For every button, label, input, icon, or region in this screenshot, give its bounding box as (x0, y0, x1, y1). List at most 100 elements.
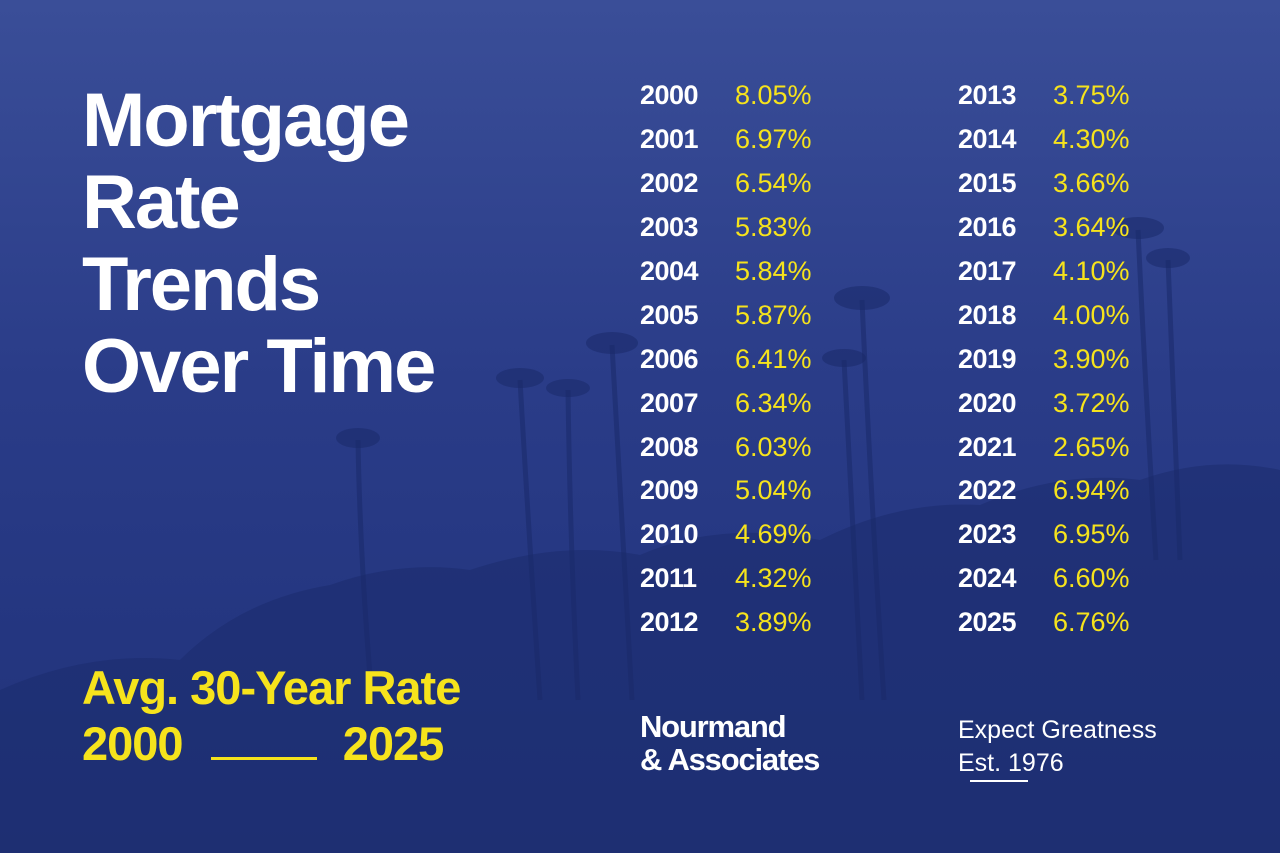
rate-year: 2017 (958, 256, 1017, 286)
rate-value: 6.03% (735, 431, 812, 462)
subtitle-label: Avg. 30-Year Rate (82, 661, 461, 714)
rate-value: 4.10% (1053, 256, 1130, 286)
established-year: Est. 1976 (958, 749, 1064, 777)
rate-value: 5.83% (735, 212, 812, 243)
rate-row: 2001 6.97% (640, 118, 880, 162)
rate-year: 2001 (640, 124, 699, 155)
rates-column-left: 2000 8.05% 2001 6.97% 2002 6.54% 2003 5.83% … (640, 74, 880, 645)
rate-row: 2003 5.83% (640, 206, 880, 250)
tagline-text: Expect Greatness (958, 716, 1157, 744)
rate-year: 2023 (958, 519, 1017, 550)
title-line: Over Time (82, 324, 436, 409)
rate-value: 5.04% (735, 475, 812, 506)
rate-value: 6.60% (1053, 563, 1130, 594)
rate-value: 3.66% (1053, 168, 1130, 199)
rate-row: 2008 6.03% (640, 425, 880, 469)
rate-value: 4.30% (1053, 124, 1130, 155)
rate-value: 3.89% (735, 607, 812, 638)
rate-value: 4.00% (1053, 299, 1130, 330)
rate-value: 5.84% (735, 256, 812, 286)
rate-row: 2015 3.66% (958, 162, 1198, 206)
rate-row: 2002 6.54% (640, 162, 880, 206)
rate-year: 2024 (958, 563, 1017, 594)
rate-row: 2005 5.87% (640, 293, 880, 337)
title-line: Rate (82, 160, 241, 245)
rate-year: 2025 (958, 607, 1017, 638)
rate-value: 6.95% (1053, 519, 1130, 550)
rate-row: 2023 6.95% (958, 513, 1198, 557)
tagline-divider (970, 780, 1028, 782)
rate-row: 2014 4.30% (958, 118, 1198, 162)
rate-year: 2015 (958, 168, 1017, 199)
rate-row: 2018 4.00% (958, 293, 1198, 337)
rate-value: 6.97% (735, 124, 812, 155)
rate-row: 2016 3.64% (958, 206, 1198, 250)
rate-row: 2020 3.72% (958, 381, 1198, 425)
rate-year: 2006 (640, 343, 699, 374)
rate-row: 2022 6.94% (958, 469, 1198, 513)
range-start-year: 2000 (82, 717, 184, 770)
rate-value: 6.41% (735, 343, 812, 374)
rate-year: 2020 (958, 387, 1017, 418)
rate-value: 3.90% (1053, 343, 1130, 374)
brand-name: Nourmand (640, 709, 787, 744)
rate-value: 6.76% (1053, 607, 1130, 638)
rate-row: 2009 5.04% (640, 469, 880, 513)
rate-year: 2008 (640, 431, 699, 462)
rate-value: 4.32% (735, 563, 812, 594)
rate-value: 8.05% (735, 80, 812, 111)
rate-row: 2012 3.89% (640, 601, 880, 645)
rate-value: 3.72% (1053, 387, 1130, 418)
rate-year: 2003 (640, 212, 699, 243)
rate-year: 2019 (958, 343, 1017, 374)
rate-value: 2.65% (1053, 431, 1130, 462)
rate-value: 4.69% (735, 519, 812, 550)
rate-year: 2013 (958, 80, 1017, 111)
rate-year: 2007 (640, 387, 699, 418)
rate-year: 2010 (640, 519, 699, 550)
rate-year: 2021 (958, 431, 1017, 462)
rate-value: 6.34% (735, 387, 812, 418)
rate-year: 2016 (958, 212, 1017, 243)
rate-year: 2004 (640, 256, 699, 286)
rate-value: 6.54% (735, 168, 812, 199)
tagline: Expect Greatness Est. 1976 (958, 714, 1157, 782)
title-line: Trends (82, 242, 321, 327)
rate-year: 2022 (958, 475, 1017, 506)
established-row: Est. 1976 (958, 747, 1157, 782)
rate-row: 2007 6.34% (640, 381, 880, 425)
rate-year: 2012 (640, 607, 699, 638)
rate-row: 2019 3.90% (958, 337, 1198, 381)
brand-suffix: & Associates (640, 742, 820, 777)
rate-year: 2018 (958, 299, 1017, 330)
rate-row: 2013 3.75% (958, 74, 1198, 118)
rate-row: 2000 8.05% (640, 74, 880, 118)
rate-year: 2002 (640, 168, 699, 199)
range-divider (210, 757, 317, 760)
rate-year: 2005 (640, 299, 699, 330)
rate-row: 2017 4.10% (958, 250, 1198, 294)
subtitle: Avg. 30-Year Rate 2000 2025 (82, 660, 461, 772)
rate-row: 2025 6.76% (958, 601, 1198, 645)
rate-value: 5.87% (735, 299, 812, 330)
rate-value: 6.94% (1053, 475, 1130, 506)
brand-logo: Nourmand & Associates (640, 709, 820, 777)
title-line: Mortgage (82, 78, 410, 163)
rate-year: 2000 (640, 80, 699, 111)
rate-row: 2024 6.60% (958, 557, 1198, 601)
rate-value: 3.64% (1053, 212, 1130, 243)
rate-row: 2010 4.69% (640, 513, 880, 557)
rate-row: 2006 6.41% (640, 337, 880, 381)
rates-column-right: 2013 3.75% 2014 4.30% 2015 3.66% 2016 3.64% … (958, 74, 1198, 645)
rate-year: 2009 (640, 475, 699, 506)
year-range: 2000 2025 (82, 716, 460, 772)
rate-value: 3.75% (1053, 80, 1130, 111)
range-end-year: 2025 (342, 717, 445, 770)
page-title: Mortgage Rate Trends Over Time (82, 78, 436, 409)
rate-row: 2004 5.84% (640, 250, 880, 294)
rate-row: 2011 4.32% (640, 557, 880, 601)
rate-year: 2011 (640, 563, 697, 594)
rate-row: 2021 2.65% (958, 425, 1198, 469)
